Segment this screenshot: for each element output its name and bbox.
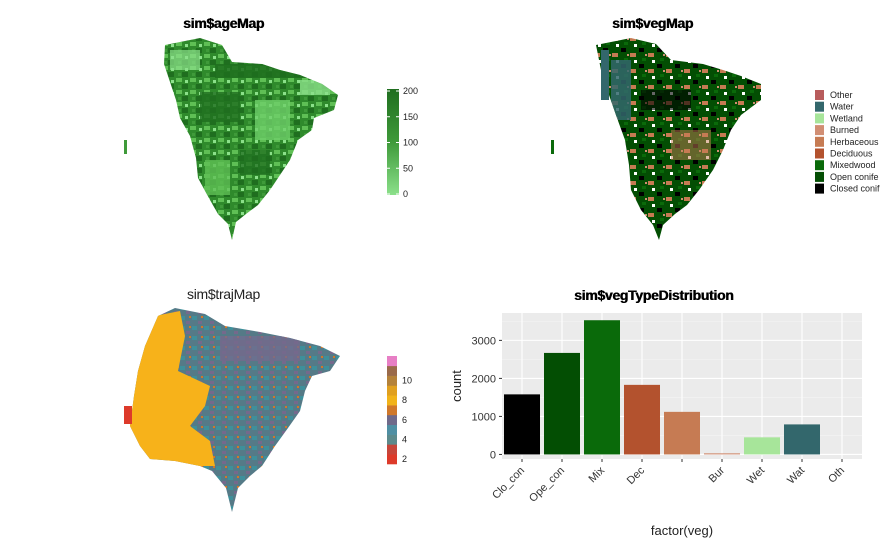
traj-legend-tick: 8 <box>402 395 407 405</box>
veg-legend-label: Closed conif <box>830 184 880 194</box>
traj-map-title: sim$trajMap <box>187 286 260 302</box>
age-legend-tick: 200 <box>403 86 418 96</box>
age-legend-tick: 150 <box>403 112 418 122</box>
bar <box>704 453 740 455</box>
veg-legend-swatch <box>815 148 824 159</box>
bar <box>544 352 580 455</box>
x-tick-label: Wet <box>745 465 767 487</box>
traj-legend-tick: 6 <box>402 415 407 425</box>
x-tick-label: Oth <box>826 465 847 486</box>
traj-legend-tick: 2 <box>402 454 407 464</box>
veg-legend-label: Deciduous <box>830 149 873 159</box>
x-tick-label: Dec <box>625 464 648 487</box>
chart-title: sim$vegTypeDistribution <box>574 287 734 303</box>
traj-legend-band <box>387 395 397 406</box>
traj-legend-band <box>387 444 397 455</box>
veg-map-panel: sim$vegMap Other Water Wetland Burned Herbac… <box>441 0 882 276</box>
bar <box>744 437 780 455</box>
traj-legend-band <box>387 365 397 376</box>
x-tick-label: Wat <box>785 465 807 487</box>
age-legend-tick: 0 <box>403 189 408 199</box>
veg-legend-swatch <box>815 171 824 182</box>
age-map-raster: 200 150 100 50 0 <box>124 38 418 240</box>
age-map-panel: sim$ageMap <box>0 0 441 276</box>
veg-legend-label: Water <box>830 102 854 112</box>
veg-legend-swatch <box>815 136 824 147</box>
x-axis-label: factor(veg) <box>651 523 713 538</box>
veg-legend-swatch <box>815 101 824 112</box>
traj-legend-band <box>387 356 397 367</box>
traj-legend-band <box>387 424 397 435</box>
bar <box>504 394 540 455</box>
x-tick-label: Ope_con <box>527 465 567 505</box>
y-tick-label: 2000 <box>472 373 496 385</box>
x-tick-label: Bur <box>707 464 728 485</box>
traj-legend-band <box>387 454 397 465</box>
traj-legend-band <box>387 375 397 386</box>
traj-legend-band <box>387 414 397 426</box>
bar <box>664 411 700 455</box>
veg-legend-label: Mixedwood <box>830 160 876 170</box>
veg-legend-label: Open conife <box>830 172 879 182</box>
veg-legend-swatch <box>815 113 824 124</box>
traj-legend-tick: 10 <box>402 376 412 386</box>
traj-map-raster: 10 8 6 4 2 <box>124 308 412 512</box>
veg-legend-label: Wetland <box>830 113 863 123</box>
veg-map-title: sim$vegMap <box>612 15 694 31</box>
traj-legend-band <box>387 405 397 416</box>
veg-legend-swatch <box>815 160 824 171</box>
veg-legend-label: Herbaceous <box>830 137 879 147</box>
traj-legend-band <box>387 385 397 396</box>
veg-distribution-panel: sim$vegTypeDistribution 0 1000 2000 3000 Cl… <box>441 276 882 552</box>
y-tick-label: 0 <box>490 449 496 461</box>
age-legend-tick: 100 <box>403 138 418 148</box>
traj-legend-tick: 4 <box>402 434 407 444</box>
age-legend-tick: 50 <box>403 163 413 173</box>
bar-chart: 0 1000 2000 3000 Clo_con Ope_con Mix Dec Bur Wet… <box>449 313 862 538</box>
bar <box>784 424 820 455</box>
veg-legend-label: Other <box>830 90 853 100</box>
age-map-title: sim$ageMap <box>183 15 265 31</box>
bar <box>584 320 620 455</box>
veg-legend-swatch <box>815 183 824 194</box>
x-tick-label: Mix <box>587 464 608 485</box>
veg-legend-label: Burned <box>830 125 859 135</box>
y-tick-label: 1000 <box>472 411 496 423</box>
y-axis-label: count <box>449 370 464 402</box>
traj-map-panel: sim$trajMap 10 8 6 4 2 <box>0 276 441 552</box>
bar <box>624 384 660 455</box>
veg-legend-swatch <box>815 90 824 100</box>
y-tick-label: 3000 <box>472 335 496 347</box>
x-tick-label: Clo_con <box>490 465 527 502</box>
traj-legend-band <box>387 434 397 445</box>
veg-legend-swatch <box>815 125 824 136</box>
